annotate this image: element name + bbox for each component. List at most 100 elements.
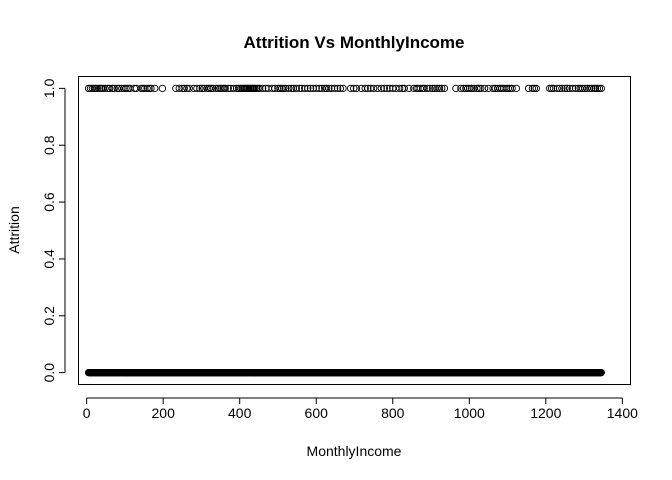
y-tick-label: 0.0 bbox=[41, 363, 57, 383]
data-point bbox=[576, 84, 584, 93]
y-tick-label: 0.8 bbox=[41, 135, 57, 155]
data-point bbox=[547, 84, 556, 93]
data-point bbox=[212, 84, 220, 93]
data-point bbox=[259, 84, 267, 93]
data-point bbox=[158, 84, 167, 93]
data-point bbox=[209, 84, 217, 93]
data-point bbox=[563, 84, 571, 93]
data-point bbox=[462, 84, 470, 93]
x-axis: 0 200 400 600 800 1000 1200 1400 bbox=[83, 397, 638, 421]
data-point bbox=[180, 84, 188, 93]
data-point bbox=[281, 84, 290, 93]
data-point bbox=[591, 84, 600, 93]
data-point bbox=[325, 84, 333, 93]
data-point bbox=[147, 84, 155, 93]
data-point bbox=[88, 84, 97, 93]
data-point bbox=[347, 84, 355, 93]
data-point bbox=[336, 84, 344, 93]
data-point bbox=[214, 84, 222, 93]
data-point bbox=[373, 84, 382, 93]
data-point bbox=[431, 84, 439, 93]
data-point bbox=[292, 84, 300, 93]
data-point bbox=[586, 84, 594, 93]
x-tick-label: 400 bbox=[228, 405, 252, 421]
data-point bbox=[304, 84, 312, 93]
y-tick-label: 0.4 bbox=[41, 249, 57, 269]
x-tick-label: 0 bbox=[83, 405, 91, 421]
data-point bbox=[318, 84, 326, 93]
data-point bbox=[322, 84, 331, 93]
x-axis-label: MonthlyIncome bbox=[307, 443, 402, 459]
data-point bbox=[357, 84, 366, 93]
data-point bbox=[400, 84, 408, 93]
y-tick-label: 0.2 bbox=[41, 306, 57, 326]
data-point bbox=[396, 84, 404, 93]
data-point bbox=[330, 84, 339, 93]
data-point bbox=[524, 84, 533, 93]
data-point bbox=[512, 84, 521, 93]
data-point bbox=[196, 84, 204, 93]
data-point bbox=[271, 84, 279, 93]
data-point bbox=[578, 84, 587, 93]
y-axis-label: Attrition bbox=[6, 206, 22, 253]
data-point bbox=[278, 84, 286, 93]
data-point bbox=[595, 84, 604, 93]
x-tick-label: 800 bbox=[381, 405, 405, 421]
data-point bbox=[361, 84, 369, 93]
data-point bbox=[364, 84, 372, 93]
data-point bbox=[151, 84, 159, 93]
data-point bbox=[276, 84, 284, 93]
data-point bbox=[229, 84, 238, 93]
chart-title: Attrition Vs MonthlyIncome bbox=[244, 33, 465, 52]
data-point bbox=[380, 84, 388, 93]
x-tick-label: 1200 bbox=[530, 405, 561, 421]
y-tick-label: 0.6 bbox=[41, 192, 57, 212]
data-point bbox=[423, 84, 431, 93]
data-point bbox=[405, 84, 413, 93]
data-point bbox=[232, 84, 241, 93]
data-point bbox=[113, 84, 121, 93]
data-point bbox=[122, 84, 130, 93]
data-point bbox=[207, 84, 215, 93]
data-point bbox=[366, 84, 375, 93]
data-point bbox=[350, 84, 358, 93]
data-point bbox=[389, 84, 397, 93]
data-points bbox=[84, 84, 605, 377]
data-point bbox=[205, 84, 213, 93]
data-point bbox=[175, 84, 183, 93]
data-point bbox=[383, 84, 391, 93]
data-point bbox=[143, 84, 151, 93]
data-point bbox=[115, 84, 123, 93]
data-point bbox=[508, 84, 516, 93]
data-point bbox=[110, 84, 118, 93]
data-point bbox=[440, 84, 449, 93]
x-tick-label: 1000 bbox=[454, 405, 485, 421]
data-point bbox=[295, 84, 304, 93]
data-point bbox=[489, 84, 497, 93]
data-point bbox=[93, 84, 102, 93]
data-point bbox=[99, 84, 107, 93]
data-point bbox=[200, 84, 208, 93]
data-point bbox=[473, 84, 481, 93]
data-point bbox=[315, 84, 323, 93]
data-point bbox=[352, 84, 361, 93]
data-point bbox=[502, 84, 511, 93]
data-point bbox=[545, 84, 554, 93]
data-point bbox=[132, 84, 141, 93]
data-point bbox=[339, 84, 347, 93]
data-point bbox=[583, 84, 591, 93]
data-point bbox=[120, 84, 128, 93]
data-point bbox=[597, 368, 605, 377]
data-point bbox=[426, 84, 434, 93]
data-point bbox=[178, 84, 186, 93]
data-point bbox=[108, 84, 116, 93]
data-point bbox=[312, 84, 320, 93]
x-tick-label: 600 bbox=[305, 405, 329, 421]
data-point bbox=[433, 84, 441, 93]
data-point bbox=[528, 84, 537, 93]
data-point bbox=[105, 84, 114, 93]
data-point bbox=[334, 84, 342, 93]
data-point bbox=[477, 84, 485, 93]
data-point bbox=[369, 84, 378, 93]
data-point bbox=[224, 84, 232, 93]
